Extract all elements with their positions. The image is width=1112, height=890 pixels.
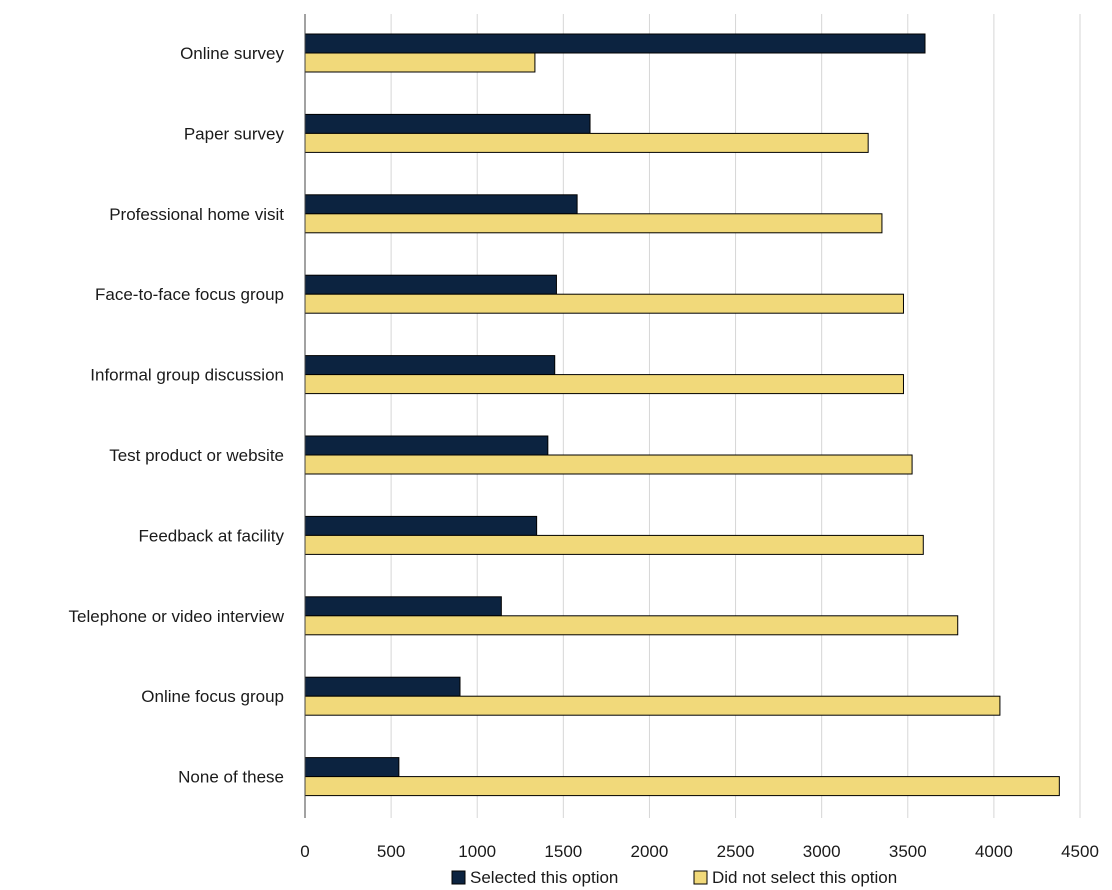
bar-not-selected-2 [304, 213, 883, 234]
x-tick-label-2500: 2500 [717, 842, 755, 861]
bar-not-selected-0 [304, 52, 536, 73]
bar-not-selected-9 [304, 776, 1060, 797]
category-labels: Online survey Paper survey Professional ho… [69, 44, 285, 787]
category-label-1: Paper survey [184, 124, 285, 143]
bar-not-selected-1 [304, 132, 869, 153]
bar-not-selected-8 [304, 695, 1001, 716]
bar-not-selected-3 [304, 293, 904, 314]
category-label-6: Feedback at facility [138, 526, 284, 545]
category-label-5: Test product or website [109, 446, 284, 465]
x-tick-label-3000: 3000 [803, 842, 841, 861]
category-label-2: Professional home visit [109, 205, 284, 224]
bar-selected-0 [304, 33, 926, 54]
category-label-9: None of these [178, 768, 284, 787]
bar-not-selected-6 [304, 534, 924, 555]
category-label-4: Informal group discussion [90, 366, 284, 385]
legend-swatch-selected [451, 870, 466, 885]
category-label-3: Face-to-face focus group [95, 285, 284, 304]
x-tick-label-2000: 2000 [631, 842, 669, 861]
bar-not-selected-5 [304, 454, 913, 475]
legend: Selected this option Did not select this… [451, 868, 897, 887]
category-label-8: Online focus group [141, 687, 284, 706]
bar-selected-7 [304, 596, 502, 617]
bar-selected-8 [304, 676, 461, 697]
x-tick-label-500: 500 [377, 842, 405, 861]
x-tick-label-0: 0 [300, 842, 309, 861]
legend-label-not-selected: Did not select this option [712, 868, 897, 887]
bar-selected-2 [304, 194, 578, 215]
bar-not-selected-7 [304, 615, 959, 636]
bar-selected-4 [304, 355, 556, 376]
legend-label-selected: Selected this option [470, 868, 618, 887]
bar-selected-9 [304, 757, 400, 778]
bar-selected-1 [304, 113, 591, 134]
category-label-0: Online survey [180, 44, 284, 63]
x-tick-label-1500: 1500 [544, 842, 582, 861]
legend-swatch-not-selected [693, 870, 708, 885]
bar-selected-3 [304, 274, 557, 295]
bar-selected-5 [304, 435, 549, 456]
category-label-7: Telephone or video interview [69, 607, 285, 626]
x-tick-label-3500: 3500 [889, 842, 927, 861]
x-tick-label-1000: 1000 [458, 842, 496, 861]
bar-not-selected-4 [304, 374, 904, 395]
bar-selected-6 [304, 515, 538, 536]
x-tick-label-4000: 4000 [975, 842, 1013, 861]
x-tick-label-4500: 4500 [1061, 842, 1099, 861]
bars [304, 33, 1060, 797]
x-tick-labels: 0 500 1000 1500 2000 2500 3000 3500 4000 4500 [300, 842, 1099, 861]
